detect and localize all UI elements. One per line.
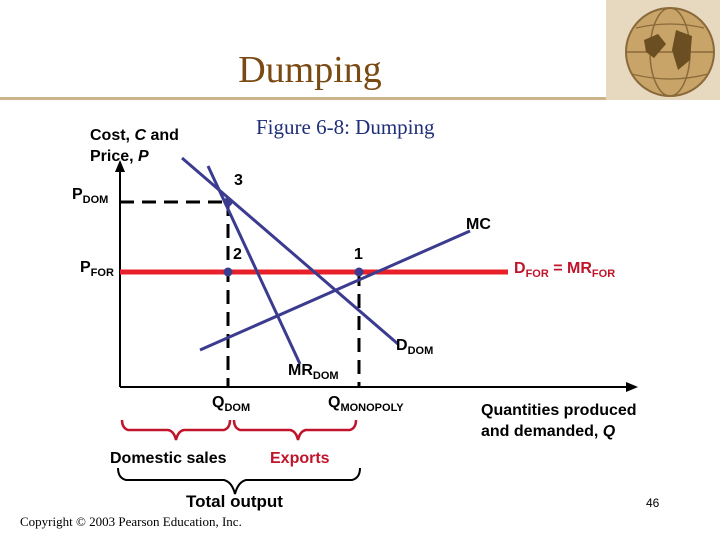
p-for-main: P (80, 259, 91, 276)
q-dom-label: QDOM (212, 394, 251, 414)
figure-title: : Dumping (344, 115, 435, 139)
y-axis-label: Cost, C and Price, P (90, 125, 179, 167)
slide-title: Dumping (238, 49, 382, 91)
point-2 (223, 267, 233, 277)
point-1 (354, 267, 364, 277)
page-number: 46 (646, 496, 660, 510)
domestic-sales-label: Domestic sales (110, 450, 227, 467)
q-monopoly-main: Q (328, 394, 341, 411)
figure-number: Figure 6-8 (256, 115, 345, 139)
x-axis-arrow (626, 382, 638, 392)
mrdom-curve (206, 165, 302, 365)
y-axis-label-text: Price, (90, 148, 139, 165)
total-output-brace (117, 467, 361, 495)
dfor-eq: = MR (548, 260, 592, 277)
domestic-sales-brace (120, 419, 232, 441)
y-axis-arrow (115, 160, 125, 172)
q-monopoly-label: QMONOPOLY (328, 394, 404, 414)
exports-brace (232, 419, 358, 441)
point-3 (223, 197, 233, 207)
x-axis-var-q: Q (602, 423, 616, 440)
p-for-label: PFOR (80, 259, 114, 279)
ddom-main: D (396, 337, 408, 354)
mrdom-label: MRDOM (288, 362, 339, 382)
point-2-label: 2 (233, 246, 242, 263)
q-monopoly-sub: MONOPOLY (340, 402, 404, 414)
total-output-label: Total output (186, 492, 283, 511)
title-divider (0, 97, 720, 100)
figure-caption: Figure 6-8: Dumping (256, 115, 435, 140)
p-dom-label: PDOM (72, 186, 109, 206)
q-dom-sub: DOM (224, 402, 251, 414)
dfor-label: DFOR = MRFOR (514, 260, 616, 280)
dfor-sub: FOR (525, 268, 549, 280)
exports-label: Exports (270, 450, 330, 467)
point-3-label: 3 (234, 172, 243, 189)
y-axis-var-c: C (134, 127, 147, 144)
globe-icon (606, 0, 720, 100)
dfor-main: D (514, 260, 526, 277)
y-axis-label-text: and (146, 127, 179, 144)
y-axis-var-p: P (138, 148, 149, 165)
p-dom-main: P (72, 186, 83, 203)
dfor-sub2: FOR (591, 268, 616, 280)
x-axis-label: Quantities produced and demanded, Q (481, 400, 637, 442)
y-axis-label-text: Cost, (90, 127, 135, 144)
q-dom-main: Q (212, 394, 225, 411)
ddom-curve (181, 156, 399, 346)
x-axis-label-line2: and demanded, (481, 423, 603, 440)
ddom-sub: DOM (407, 345, 434, 357)
point-1-label: 1 (354, 246, 363, 263)
mrdom-sub: DOM (312, 370, 339, 382)
ddom-label: DDOM (396, 337, 434, 357)
mrdom-main: MR (288, 362, 313, 379)
p-for-sub: FOR (90, 267, 114, 279)
mc-label: MC (466, 216, 491, 233)
p-dom-sub: DOM (82, 194, 109, 206)
copyright-text: Copyright © 2003 Pearson Education, Inc. (20, 514, 242, 529)
x-axis-label-line1: Quantities produced (481, 402, 637, 419)
